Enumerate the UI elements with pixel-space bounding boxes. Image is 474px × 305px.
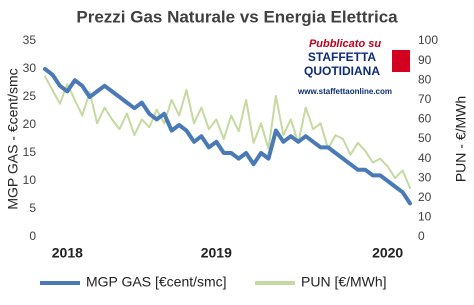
logo-icon [392,50,410,72]
x-tick-label: 2018 [52,245,83,261]
logo-text: Pubblicato su [309,38,381,50]
logo-text: www.staffettaonline.com [297,87,392,96]
series-line [44,75,411,189]
y2-tick-label: 10 [418,210,432,224]
y-tick-label: 35 [23,33,37,47]
y2-tick-label: 20 [418,190,432,204]
logo-text: QUOTIDIANA [304,64,380,78]
y-tick-label: 30 [23,61,37,75]
chart-title: Prezzi Gas Naturale vs Energia Elettrica [76,7,398,26]
logo-text: STAFFETTA [308,50,377,64]
y-tick-label: 25 [23,89,37,103]
y2-tick-label: 50 [418,131,432,145]
y2-tick-label: 30 [418,170,432,184]
y-tick-label: 0 [29,229,36,243]
y2-tick-label: 100 [418,33,438,47]
y2-tick-label: 80 [418,72,432,86]
y-tick-label: 5 [29,201,36,215]
y-tick-label: 15 [23,145,37,159]
legend-label: MGP GAS [€cent/smc] [86,274,227,290]
series-line [43,67,412,206]
y-axis-label: MGP GAS - €cent/smc [5,68,21,209]
x-tick-label: 2019 [201,245,232,261]
y2-tick-label: 70 [418,92,432,106]
y2-tick-label: 90 [418,53,432,67]
y2-tick-label: 0 [418,229,425,243]
publisher-logo: Pubblicato su STAFFETTA QUOTIDIANA www.s… [297,38,410,96]
y-tick-label: 20 [23,117,37,131]
x-tick-label: 2020 [372,245,403,261]
legend-label: PUN [€/MWh] [301,274,387,290]
y-tick-label: 10 [23,173,37,187]
y2-axis-label: PUN - €/MWh [453,96,469,182]
y2-tick-label: 60 [418,112,432,126]
y2-tick-label: 40 [418,151,432,165]
